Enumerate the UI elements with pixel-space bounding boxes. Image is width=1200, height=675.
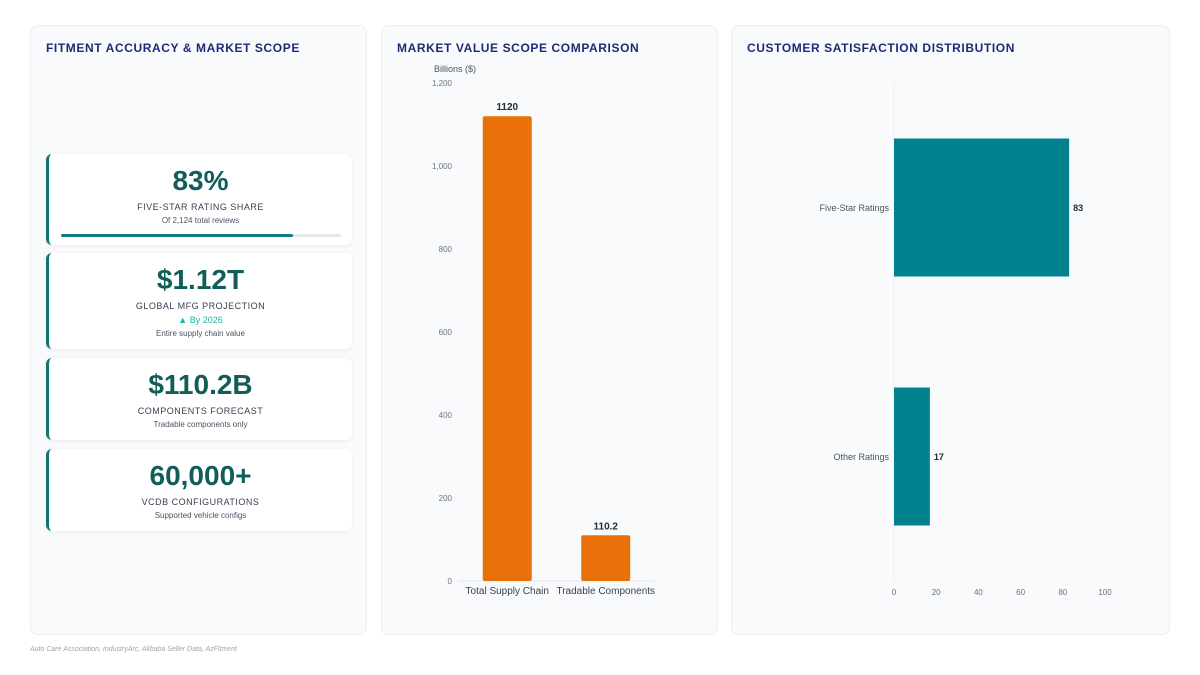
kpi-label: COMPONENTS FORECAST (137, 406, 264, 416)
kpi-card-vcdb: 60,000+ VCDB CONFIGURATIONS Supported ve… (46, 449, 352, 531)
kpi-panel-title: FITMENT ACCURACY & MARKET SCOPE (46, 41, 300, 55)
kpi-value: $1.12T (156, 264, 245, 295)
y-tick-label: Other Ratings (833, 452, 889, 462)
bar-chart-panel: MARKET VALUE SCOPE COMPARISON Billions (… (381, 25, 718, 635)
y-tick-label: 800 (439, 245, 453, 254)
kpi-label: FIVE-STAR RATING SHARE (137, 202, 264, 212)
y-axis-label: Billions ($) (434, 64, 476, 74)
bar (894, 138, 1070, 277)
y-tick-label: Five-Star Ratings (819, 203, 889, 213)
x-tick-label: Total Supply Chain (466, 586, 549, 597)
x-tick-label: 80 (1058, 588, 1067, 597)
source-footnote: Auto Care Association, IndustryArc, Alib… (30, 646, 237, 653)
y-tick-label: 200 (439, 494, 453, 503)
y-tick-label: 0 (448, 577, 453, 586)
hbar-chart-panel: CUSTOMER SATISFACTION DISTRIBUTION 0 20 40… (731, 25, 1170, 635)
bar (482, 116, 532, 581)
y-tick-label: 1,000 (432, 162, 453, 171)
kpi-label: VCDB CONFIGURATIONS (141, 497, 260, 507)
y-tick-label: 400 (439, 411, 453, 420)
data-label: 83 (1073, 203, 1083, 213)
kpi-subtext: Tradable components only (153, 420, 248, 429)
kpi-value: 60,000+ (149, 460, 252, 491)
bar-chart: Billions ($) 0 200 400 600 800 1,000 1,200 1120… (432, 64, 655, 597)
kpi-subtext: Entire supply chain value (156, 329, 245, 338)
kpi-subtext: Supported vehicle configs (154, 511, 247, 520)
x-tick-label: 20 (932, 588, 941, 597)
bar-chart-title: MARKET VALUE SCOPE COMPARISON (397, 41, 640, 55)
kpi-card-five-star: 83% FIVE-STAR RATING SHARE Of 2,124 tota… (46, 154, 352, 245)
data-label: 17 (934, 452, 944, 462)
kpi-value: $110.2B (148, 369, 253, 400)
x-tick-label: 60 (1016, 588, 1025, 597)
kpi-trend: ▲ By 2026 (178, 315, 223, 325)
x-tick-label: 0 (892, 588, 897, 597)
kpi-card-global-mfg: $1.12T GLOBAL MFG PROJECTION ▲ By 2026 E… (46, 253, 352, 349)
progress-fill (60, 234, 293, 237)
x-tick-label: 40 (974, 588, 983, 597)
bar (894, 387, 930, 526)
x-tick-label: Tradable Components (556, 586, 655, 597)
y-tick-label: 1,200 (432, 79, 453, 88)
data-label: 1120 (496, 102, 518, 113)
bar (581, 535, 631, 581)
data-label: 110.2 (594, 521, 619, 532)
progress-bar (60, 234, 341, 237)
kpi-subtext: Of 2,124 total reviews (161, 216, 240, 225)
hbar-chart-title: CUSTOMER SATISFACTION DISTRIBUTION (747, 41, 1015, 55)
x-tick-label: 100 (1098, 588, 1112, 597)
kpi-label: GLOBAL MFG PROJECTION (135, 301, 266, 311)
hbar-chart: 0 20 40 60 80 100 83 Five-Star Ratings 17 Other R… (819, 83, 1112, 597)
y-tick-label: 600 (439, 328, 453, 337)
kpi-value: 83% (172, 165, 229, 196)
kpi-panel: FITMENT ACCURACY & MARKET SCOPE 83% FIVE… (30, 25, 367, 635)
kpi-card-components: $110.2B COMPONENTS FORECAST Tradable com… (46, 358, 352, 440)
